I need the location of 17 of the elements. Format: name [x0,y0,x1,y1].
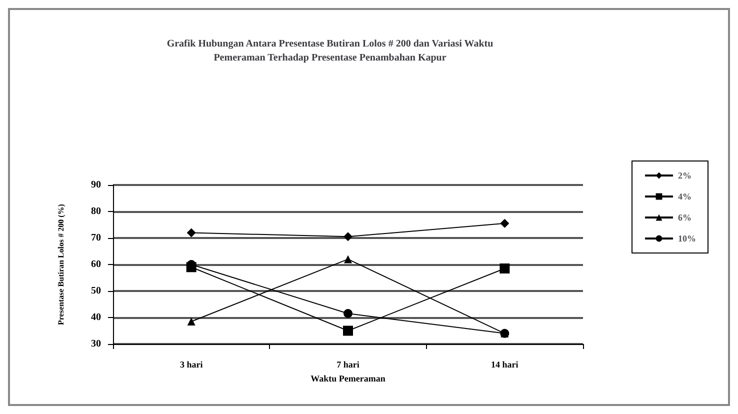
chart-title: Grafik Hubungan Antara Presentase Butiran Lolos # 200 dan Variasi Waktu Pemeraman Terhadap Presentase Penambahan Kapur [166,38,494,64]
y-tick-label: 60 [91,259,101,270]
legend-label: 6% [678,212,692,222]
x-axis-title: Waktu Pemeraman [310,374,386,384]
y-tick-label: 90 [91,180,101,190]
y-tick-label: 30 [91,338,101,350]
y-tick-label: 70 [91,232,101,244]
x-tick-label: 7 hari [336,360,360,370]
y-axis-title: Presentase Butiran Lolos # 200 (%) [56,204,66,325]
legend-label: 10% [678,234,696,244]
x-tick-label: 14 hari [491,360,519,370]
legend-label: 2% [678,170,692,180]
y-tick-label: 40 [91,312,101,323]
y-tick-label: 50 [91,286,101,296]
y-tick-label: 80 [91,206,101,217]
legend-label: 4% [678,192,692,202]
x-tick-label: 3 hari [180,360,204,370]
